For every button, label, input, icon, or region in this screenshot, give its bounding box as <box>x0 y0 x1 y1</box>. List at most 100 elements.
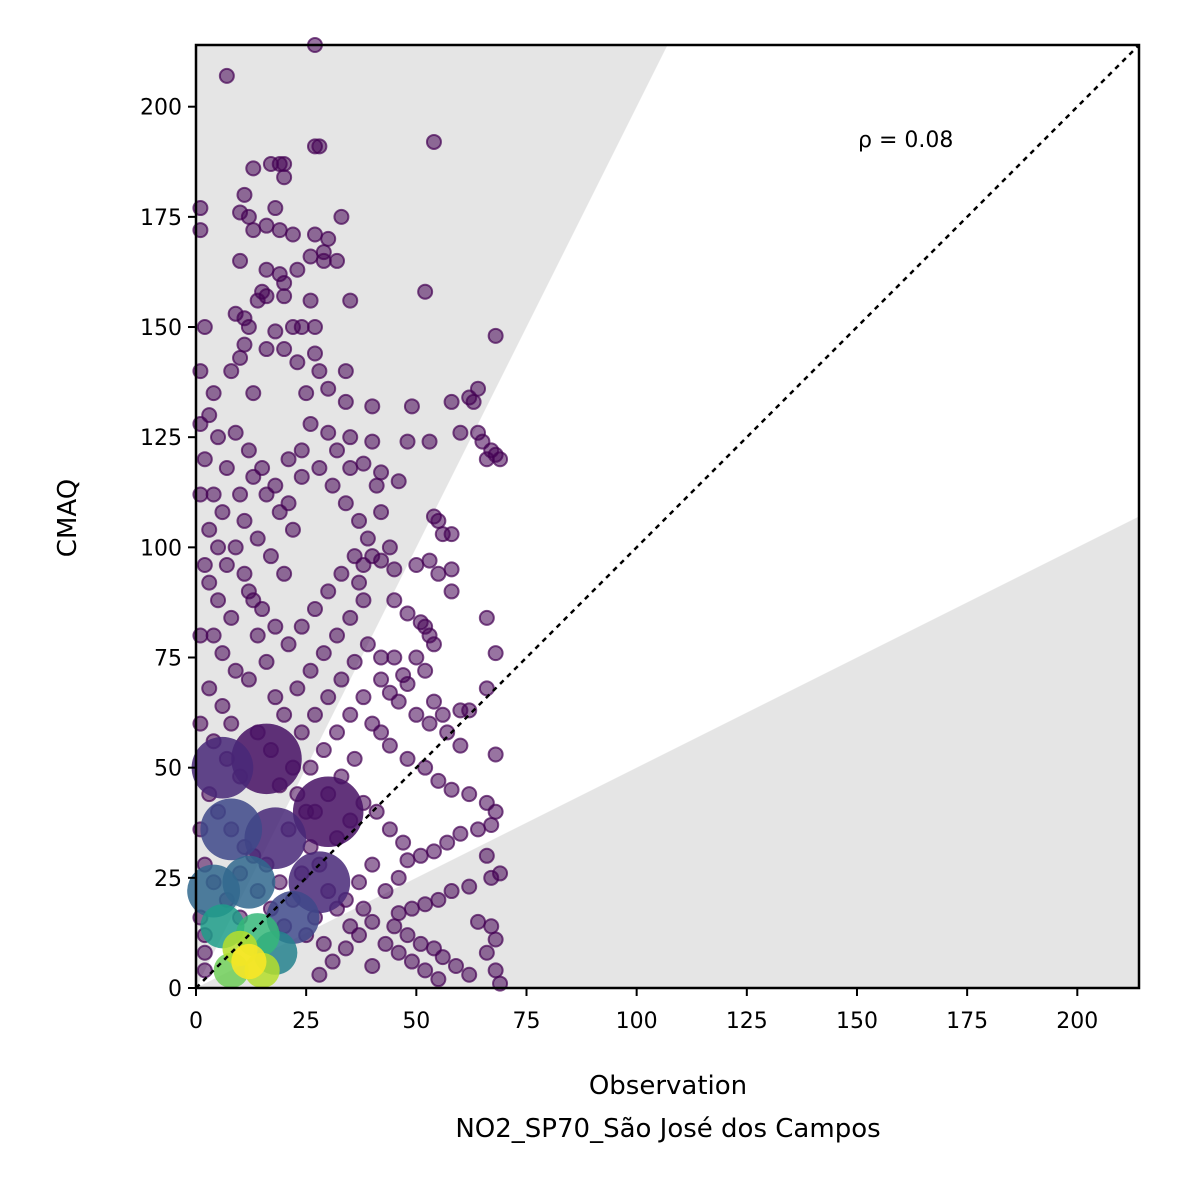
data-point <box>364 957 381 974</box>
data-point <box>337 363 354 380</box>
data-point <box>329 724 346 741</box>
data-point <box>478 944 495 961</box>
data-point <box>452 424 469 441</box>
data-point <box>315 935 332 952</box>
data-point <box>276 288 293 305</box>
data-point <box>258 486 275 503</box>
data-point <box>245 222 262 239</box>
data-point <box>346 750 363 767</box>
data-point <box>293 319 310 336</box>
data-point <box>210 429 227 446</box>
data-point <box>258 653 275 670</box>
data-point <box>302 415 319 432</box>
y-tick-label: 0 <box>168 977 182 1002</box>
data-point <box>461 878 478 895</box>
data-point <box>492 451 509 468</box>
data-point <box>425 636 442 653</box>
data-point <box>346 653 363 670</box>
data-point <box>271 222 288 239</box>
data-point <box>487 327 504 344</box>
data-point <box>236 512 253 529</box>
data-point <box>214 697 231 714</box>
data-point <box>210 539 227 556</box>
data-point <box>276 155 293 172</box>
data-point <box>223 715 240 732</box>
data-point <box>227 662 244 679</box>
x-tick-label: 50 <box>402 1009 430 1034</box>
y-tick-label: 150 <box>140 316 182 341</box>
y-tick-label: 50 <box>154 757 182 782</box>
data-point <box>218 67 235 84</box>
correlation-annotation: ρ = 0.08 <box>858 128 953 153</box>
data-point <box>293 468 310 485</box>
data-point <box>443 561 460 578</box>
data-point <box>478 847 495 864</box>
data-point <box>487 746 504 763</box>
data-point <box>421 715 438 732</box>
data-point <box>390 905 407 922</box>
data-point <box>373 671 390 688</box>
data-point <box>461 702 478 719</box>
data-point <box>240 319 257 336</box>
data-point <box>201 574 218 591</box>
y-tick-label: 175 <box>140 206 182 231</box>
data-point <box>425 940 442 957</box>
data-point <box>196 556 213 573</box>
data-point <box>386 592 403 609</box>
data-point <box>342 460 359 477</box>
data-point <box>205 385 222 402</box>
data-point <box>302 248 319 265</box>
data-point <box>368 477 385 494</box>
x-axis-sublabel: NO2_SP70_São José dos Campos <box>455 1114 880 1144</box>
density-blob <box>187 864 241 918</box>
data-point <box>364 856 381 873</box>
data-point <box>289 261 306 278</box>
x-tick-label: 100 <box>616 1009 658 1034</box>
data-point <box>240 208 257 225</box>
data-point <box>245 468 262 485</box>
data-point <box>487 645 504 662</box>
data-point <box>342 918 359 935</box>
data-point <box>342 429 359 446</box>
data-point <box>245 160 262 177</box>
density-blob <box>191 736 254 799</box>
data-point <box>487 962 504 979</box>
data-point <box>364 913 381 930</box>
data-point <box>302 292 319 309</box>
data-point <box>461 389 478 406</box>
data-point <box>377 883 394 900</box>
data-point <box>452 825 469 842</box>
data-point <box>329 442 346 459</box>
data-point <box>487 931 504 948</box>
data-point <box>236 565 253 582</box>
data-point <box>302 662 319 679</box>
data-point <box>258 341 275 358</box>
data-point <box>306 345 323 362</box>
data-point <box>355 592 372 609</box>
data-point <box>373 464 390 481</box>
data-point <box>395 834 412 851</box>
density-blob <box>292 776 364 847</box>
data-point <box>276 565 293 582</box>
data-point <box>342 609 359 626</box>
data-point <box>320 583 337 600</box>
data-point <box>408 556 425 573</box>
data-point <box>355 689 372 706</box>
data-point <box>311 460 328 477</box>
data-point <box>417 759 434 776</box>
data-point <box>240 671 257 688</box>
data-point <box>315 252 332 269</box>
data-point <box>324 953 341 970</box>
data-point <box>390 473 407 490</box>
data-point <box>196 451 213 468</box>
data-point <box>258 217 275 234</box>
data-point <box>470 821 487 838</box>
data-point <box>430 971 447 988</box>
data-point <box>196 944 213 961</box>
data-point <box>443 393 460 410</box>
data-point <box>399 750 416 767</box>
data-point <box>439 834 456 851</box>
data-point <box>443 883 460 900</box>
data-point <box>223 609 240 626</box>
